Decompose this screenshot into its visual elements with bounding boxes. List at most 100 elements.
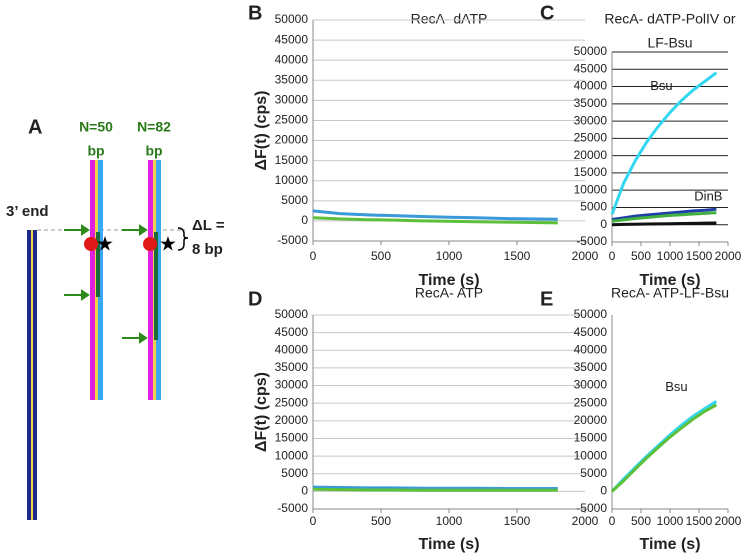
chart-title: RecA- dATP-PolIV or — [604, 11, 736, 27]
y-tick-label: 50000 — [574, 307, 608, 321]
y-tick-label: 5000 — [281, 466, 308, 480]
series-line — [312, 209, 558, 221]
series-line — [611, 221, 717, 227]
x-axis-label: Time (s) — [639, 272, 700, 289]
strand — [156, 160, 161, 400]
quencher — [84, 237, 98, 251]
brace — [177, 227, 189, 251]
x-tick-label: 500 — [371, 249, 391, 263]
panel-letter: C — [540, 2, 554, 24]
chart-title: RecA- ATP — [415, 285, 483, 301]
y-tick-label: 35000 — [275, 360, 309, 374]
strand-unit: bp — [87, 143, 104, 159]
ssdna-core — [31, 230, 33, 520]
y-axis-label: ΔF(t) (cps) — [253, 372, 270, 452]
delta-label: ΔL = — [192, 217, 225, 234]
y-tick-label: 40000 — [574, 342, 608, 356]
y-tick-label: 20000 — [275, 413, 309, 427]
x-tick-label: 0 — [609, 514, 616, 528]
panel-letter: D — [248, 288, 262, 310]
y-tick-label: 5000 — [281, 193, 308, 207]
panel-a: A N=50 bp N=82 bp 3’ end ★ ★ ΔL = 8 bp — [6, 116, 225, 520]
x-axis-label: Time (s) — [639, 536, 700, 553]
star: ★ — [96, 233, 114, 255]
y-tick-label: 15000 — [574, 165, 608, 179]
x-tick-label: 500 — [631, 249, 651, 263]
series-line — [312, 485, 558, 491]
chart-title: LF-Bsu — [647, 35, 692, 51]
x-axis-label: Time (s) — [418, 536, 479, 553]
quencher — [143, 237, 157, 251]
x-tick-label: 2000 — [715, 249, 742, 263]
y-tick-label: 0 — [600, 484, 607, 498]
delta-value: 8 bp — [192, 241, 223, 258]
x-tick-label: 2000 — [572, 249, 599, 263]
x-tick-label: 0 — [310, 249, 317, 263]
y-tick-label: 40000 — [275, 342, 309, 356]
x-tick-label: 1500 — [504, 514, 531, 528]
y-tick-label: 5000 — [580, 466, 607, 480]
y-tick-label: 35000 — [275, 72, 309, 86]
series-line — [312, 487, 558, 492]
x-tick-label: 1000 — [657, 249, 684, 263]
y-tick-label: 25000 — [574, 395, 608, 409]
y-tick-label: 15000 — [574, 431, 608, 445]
panel-letter: B — [248, 2, 262, 24]
x-tick-label: 1500 — [504, 249, 531, 263]
y-tick-label: 5000 — [580, 200, 607, 214]
x-tick-label: 0 — [609, 249, 616, 263]
series-line — [611, 207, 717, 222]
series-line — [312, 216, 558, 225]
y-tick-label: 25000 — [574, 131, 608, 145]
y-tick-label: 0 — [301, 484, 308, 498]
series-label: DinB — [694, 189, 722, 204]
chart-title: RecA- ATP-LF-Bsu — [611, 285, 729, 301]
y-tick-label: 45000 — [275, 325, 309, 339]
y-tick-label: 25000 — [275, 395, 309, 409]
strand-label: N=50 — [79, 119, 113, 135]
panel-letter: E — [540, 288, 553, 310]
y-tick-label: 30000 — [275, 93, 309, 107]
strand — [90, 160, 95, 400]
chart-title: RecA- dATP — [411, 11, 488, 27]
y-tick-label: 25000 — [275, 113, 309, 127]
strand — [148, 160, 153, 400]
y-tick-label: 10000 — [574, 448, 608, 462]
y-tick-label: 30000 — [574, 378, 608, 392]
y-tick-label: 50000 — [275, 12, 309, 26]
y-tick-label: 35000 — [574, 360, 608, 374]
y-tick-label: 10000 — [275, 173, 309, 187]
y-tick-label: -5000 — [277, 233, 308, 247]
y-tick-label: 20000 — [574, 148, 608, 162]
strand — [98, 160, 103, 400]
strand-segment — [154, 232, 158, 340]
x-tick-label: 1000 — [436, 249, 463, 263]
y-axis-label: ΔF(t) (cps) — [253, 91, 270, 171]
series-line — [611, 211, 717, 223]
series-line — [610, 403, 718, 493]
series-label: Bsu — [665, 379, 687, 394]
x-tick-label: 500 — [631, 514, 651, 528]
x-tick-label: 2000 — [572, 514, 599, 528]
y-tick-label: 15000 — [275, 153, 309, 167]
y-tick-label: 10000 — [275, 448, 309, 462]
arrows — [64, 224, 148, 344]
series-line — [610, 71, 718, 215]
y-tick-label: -5000 — [576, 234, 607, 248]
x-tick-label: 1500 — [686, 249, 713, 263]
x-tick-label: 0 — [310, 514, 317, 528]
y-tick-label: -5000 — [576, 501, 607, 515]
y-tick-label: 10000 — [574, 182, 608, 196]
y-tick-label: 0 — [600, 217, 607, 231]
y-tick-label: 45000 — [275, 32, 309, 46]
y-tick-label: 15000 — [275, 431, 309, 445]
y-tick-label: 40000 — [574, 79, 608, 93]
y-tick-label: 45000 — [574, 325, 608, 339]
y-tick-label: -5000 — [277, 501, 308, 515]
x-tick-label: 1000 — [657, 514, 684, 528]
y-tick-label: 40000 — [275, 52, 309, 66]
y-tick-label: 0 — [301, 213, 308, 227]
x-tick-label: 500 — [371, 514, 391, 528]
end-label: 3’ end — [6, 203, 49, 220]
